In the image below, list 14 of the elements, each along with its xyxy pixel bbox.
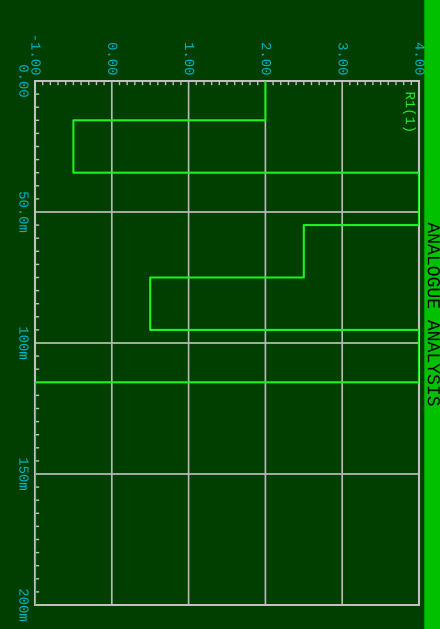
y-tick-label: 100m xyxy=(19,327,29,359)
text: R1(1) xyxy=(402,92,416,131)
x-tick-label: -1.00 xyxy=(31,36,41,75)
y-tick-label: 150m xyxy=(19,458,29,490)
line-series xyxy=(35,81,419,605)
x-tick-label: 2.00 xyxy=(262,43,272,75)
x-tick-label: 4.00 xyxy=(415,42,425,75)
x-tick-label: 3.00 xyxy=(338,42,348,75)
y-tick-label: 50.0m xyxy=(19,192,29,232)
y-tick-label: 0.00 xyxy=(19,65,29,97)
x-tick-label: 1.00 xyxy=(184,43,194,75)
text: ANALOGUE ANALYSIS xyxy=(428,222,440,406)
x-tick-label: 0.00 xyxy=(108,42,118,75)
y-tick-label: 200m xyxy=(19,589,29,621)
